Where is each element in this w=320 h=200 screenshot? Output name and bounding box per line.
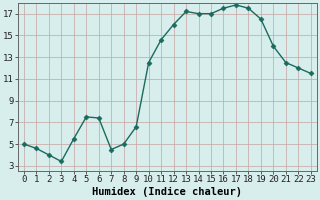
X-axis label: Humidex (Indice chaleur): Humidex (Indice chaleur) <box>92 187 242 197</box>
